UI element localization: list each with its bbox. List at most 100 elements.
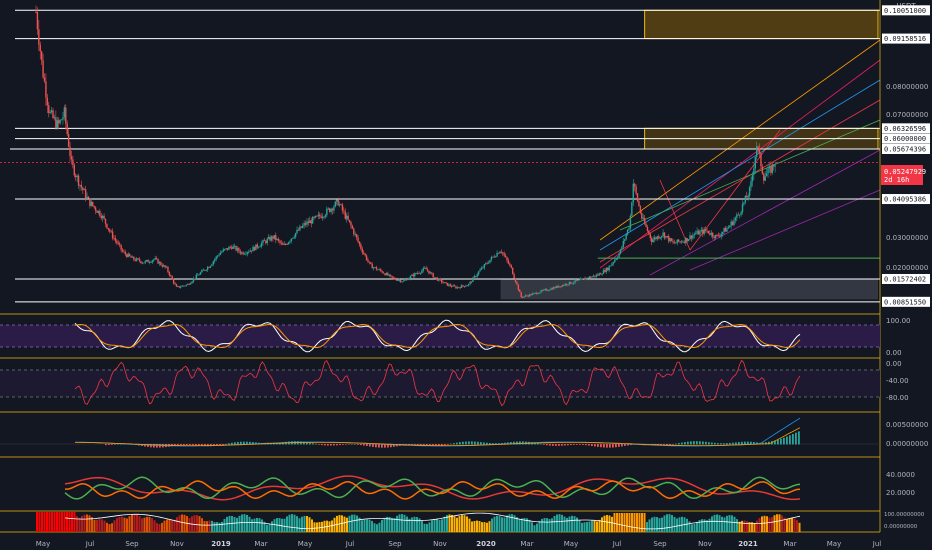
candle-body — [225, 248, 227, 250]
candle-body — [428, 270, 430, 274]
volume-bar — [316, 522, 318, 532]
stochastic-panel[interactable] — [0, 319, 880, 353]
candle-body — [445, 282, 447, 284]
macd-bar — [687, 441, 689, 445]
volume-bar — [343, 516, 346, 532]
price-axis[interactable]: USDT 0.100510000.091585160.063265960.060… — [881, 0, 932, 550]
level-label: 0.06326596 — [884, 125, 926, 133]
volume-bar — [143, 517, 146, 532]
candle-body — [581, 278, 583, 280]
candle-body — [323, 216, 325, 218]
candle-body — [438, 278, 440, 281]
macd-bar — [549, 444, 551, 446]
candle-body — [616, 257, 619, 259]
candle-body — [333, 206, 335, 211]
macd-bar — [714, 442, 716, 445]
macd-bar — [354, 444, 356, 445]
macd-bar — [678, 443, 680, 445]
candle-body — [367, 260, 369, 262]
volume-bar — [768, 517, 771, 532]
volume-bar — [623, 513, 626, 532]
candle-body — [499, 251, 501, 254]
candle-body — [669, 238, 671, 242]
candle-body — [405, 279, 407, 280]
volume-bar — [363, 519, 366, 532]
volume-bar — [186, 516, 188, 532]
candle-body — [395, 279, 398, 281]
macd-bar — [576, 444, 578, 445]
candle-body — [300, 226, 302, 228]
macd-bar — [450, 443, 452, 445]
candle-body — [470, 281, 473, 283]
volume-bar — [698, 520, 701, 532]
candle-body — [316, 215, 318, 217]
candle-body — [544, 289, 547, 290]
volume-panel[interactable] — [36, 512, 801, 532]
candle-body — [141, 262, 144, 264]
volume-bar — [541, 518, 543, 532]
volume-bar — [118, 516, 121, 532]
candle-body — [365, 255, 368, 261]
time-axis[interactable]: May Jul Sep Nov 2019 Mar May Jul Sep Nov 2020 Mar Ma… — [36, 540, 882, 548]
volume-bar — [86, 514, 88, 532]
candle-body — [672, 241, 674, 243]
volume-bar — [483, 522, 486, 532]
williams-panel[interactable] — [0, 359, 880, 407]
candle-body — [194, 278, 196, 280]
volume-bar — [703, 519, 706, 532]
dmi-panel[interactable] — [64, 475, 801, 501]
candle-body — [92, 201, 94, 206]
volume-bar — [621, 513, 623, 532]
macd-bar — [564, 444, 566, 446]
macd-bar — [456, 442, 458, 445]
volume-bar — [233, 516, 236, 532]
candle-body — [660, 236, 663, 238]
candle-body — [36, 12, 39, 30]
candle-body — [582, 278, 585, 279]
level-label-bg — [882, 273, 930, 284]
candle-body — [456, 287, 459, 289]
time-tick: May — [564, 540, 578, 548]
candle-body — [598, 273, 600, 276]
volume-bar — [651, 517, 653, 532]
candle-body — [170, 275, 172, 277]
macd-bar — [582, 444, 584, 445]
candle-body — [655, 237, 657, 239]
volume-bar — [388, 516, 391, 532]
candle-body — [214, 259, 216, 262]
candle-body — [765, 173, 768, 177]
volume-bar — [163, 520, 166, 532]
macd-bar — [681, 442, 683, 445]
level-labels: 0.10051000 0.09158516 0.06326596 0.06000000… — [882, 5, 930, 307]
volume-bar — [391, 517, 393, 532]
volume-bar — [241, 514, 243, 532]
volume-bar — [153, 520, 156, 532]
volume-bar — [686, 518, 688, 532]
candle-body — [719, 235, 721, 237]
candle-body — [256, 244, 259, 248]
macd-bar — [192, 444, 194, 446]
zone-rect — [644, 9, 879, 40]
candle-body — [255, 244, 257, 251]
price-panel[interactable] — [0, 5, 881, 303]
volume-bar — [646, 522, 648, 532]
candle-body — [770, 166, 772, 173]
volume-bar — [38, 512, 41, 532]
macd-tick-high: 0.00500000 — [886, 421, 928, 429]
volume-bar — [708, 518, 711, 532]
volume-bar — [713, 514, 716, 532]
macd-bar — [765, 442, 767, 445]
volume-bar — [136, 514, 138, 532]
macd-panel[interactable] — [0, 417, 880, 448]
volume-bar — [266, 524, 268, 532]
candle-body — [468, 283, 470, 286]
candle-body — [124, 252, 127, 255]
volume-bar — [453, 516, 456, 532]
volume-bar — [78, 518, 81, 532]
candle-body — [462, 285, 464, 287]
volume-bar — [643, 513, 646, 532]
macd-bar — [708, 442, 710, 445]
macd-bar — [318, 444, 320, 445]
volume-bar — [423, 523, 426, 532]
